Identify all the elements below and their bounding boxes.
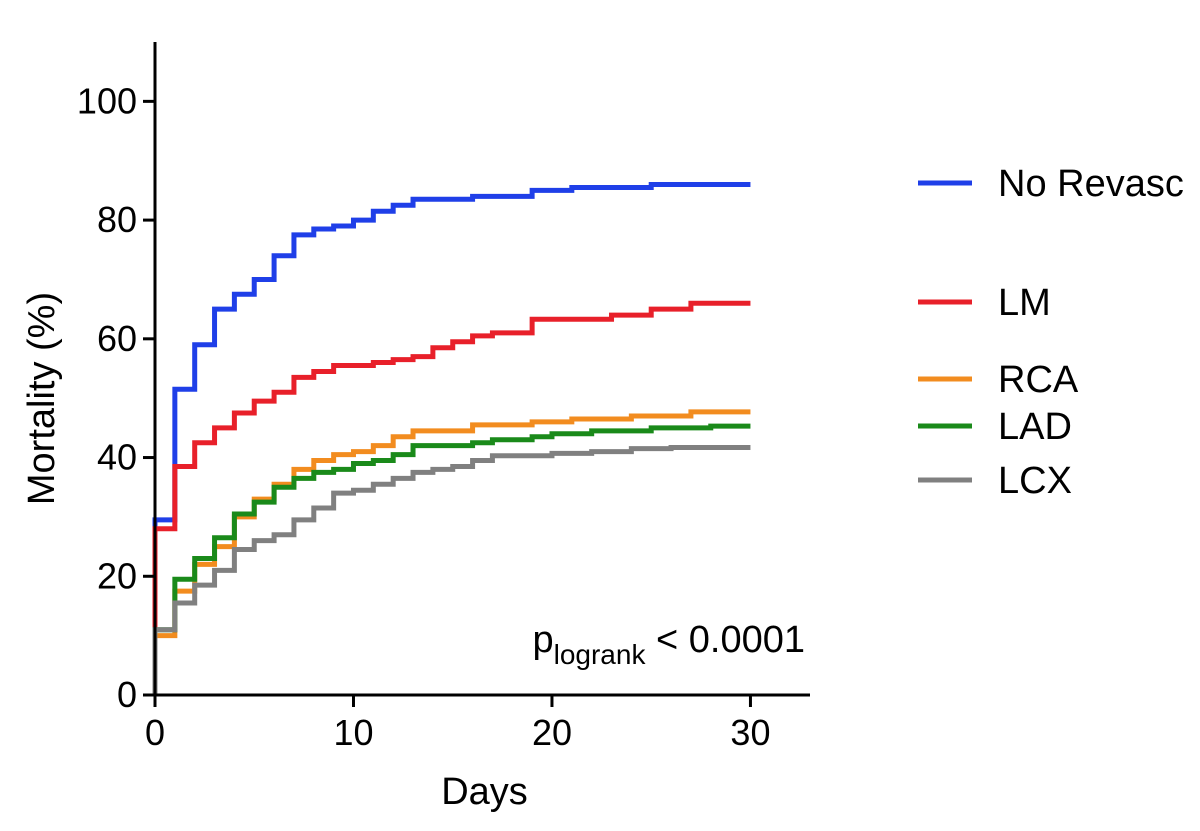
- y-tick-label: 20: [97, 555, 137, 596]
- series-line-lad: [152, 423, 751, 695]
- series-line-lm: [152, 300, 751, 695]
- legend-label-lad: LAD: [998, 406, 1072, 448]
- series-line-lcx: [152, 444, 751, 695]
- series-line-no-revasc: [152, 181, 751, 695]
- x-axis-title: Days: [441, 771, 528, 813]
- legend-label-lcx: LCX: [998, 460, 1072, 502]
- x-tick-label: 10: [333, 712, 373, 753]
- x-tick-label: 0: [145, 712, 165, 753]
- p-value-symbol: p: [532, 619, 553, 661]
- p-value-annotation: plogrank < 0.0001: [532, 619, 805, 670]
- y-tick-label: 40: [97, 437, 137, 478]
- p-value-text: < 0.0001: [645, 619, 805, 661]
- p-value-subscript: logrank: [554, 639, 647, 670]
- y-axis-title: Mortality (%): [21, 292, 63, 505]
- y-tick-label: 100: [77, 80, 137, 121]
- x-tick-label: 20: [532, 712, 572, 753]
- legend-label-no-revasc: No Revasc: [998, 163, 1184, 205]
- y-tick-label: 0: [117, 674, 137, 715]
- legend-label-rca: RCA: [998, 359, 1079, 401]
- legend-label-lm: LM: [998, 282, 1051, 324]
- y-tick-label: 60: [97, 318, 137, 359]
- y-tick-label: 80: [97, 199, 137, 240]
- x-tick-label: 30: [730, 712, 770, 753]
